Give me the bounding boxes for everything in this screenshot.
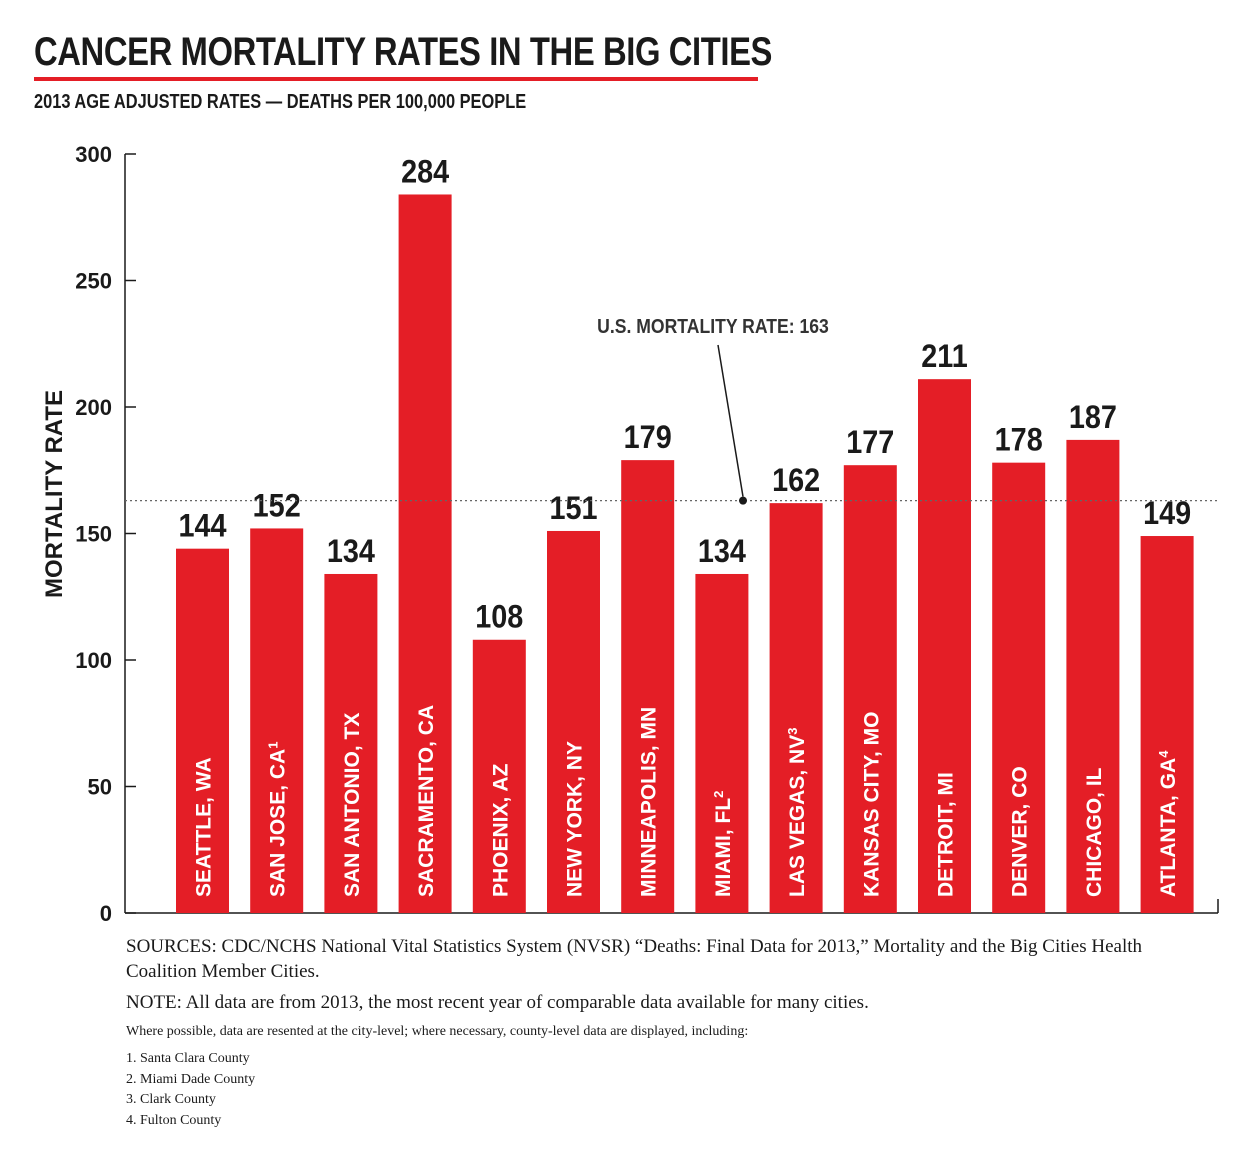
chart-notes: SOURCES: CDC/NCHS National Vital Statist… [126, 934, 1216, 1131]
bar-value-label: 144 [178, 508, 226, 544]
bar [1140, 536, 1194, 913]
bar-category-label: KANSAS CITY, MO [860, 711, 883, 897]
title-underline [34, 77, 758, 81]
y-tick-label: 50 [88, 775, 112, 800]
bar [621, 460, 675, 913]
bar-group: 134 MIAMI, FL2 [695, 534, 749, 913]
bar-group: 152 SAN JOSE, CA1 [250, 488, 304, 913]
bar-value-label: 149 [1143, 496, 1191, 532]
footnote-marker: 2 [710, 791, 725, 798]
y-tick-label: 300 [75, 142, 112, 167]
y-tick-label: 150 [75, 522, 112, 547]
bar [1066, 439, 1120, 913]
bar-group: 144 SEATTLE, WA [176, 508, 229, 913]
footnote-marker: 1 [265, 742, 280, 749]
bar [547, 530, 600, 913]
bar-category-label: SAN ANTONIO, TX [341, 713, 364, 897]
y-tick-label: 200 [75, 395, 112, 420]
footnote-item: 1. Santa Clara County [126, 1051, 250, 1066]
bar-group: 134 SAN ANTONIO, TX [324, 534, 378, 913]
bar-category-label: SACRAMENTO, CA [415, 705, 438, 897]
bar-value-label: 162 [772, 463, 820, 499]
bar-group: 177 KANSAS CITY, MO [843, 425, 897, 913]
bar-category-label: NEW YORK, NY [564, 741, 587, 897]
chart-title: CANCER MORTALITY RATES IN THE BIG CITIES [34, 30, 773, 74]
footnote-marker: 4 [1156, 750, 1171, 758]
bar [769, 503, 823, 913]
y-axis-label: MORTALITY RATE [41, 390, 68, 598]
y-tick-label: 100 [75, 648, 112, 673]
bar-value-label: 152 [253, 488, 301, 524]
bar-group: 162 LAS VEGAS, NV3 [769, 463, 823, 913]
bar [250, 528, 304, 913]
bar-value-label: 177 [846, 425, 894, 461]
bar-category-label: LAS VEGAS, NV3 [785, 728, 810, 897]
reference-callout-leader [717, 344, 744, 497]
bar-value-label: 179 [624, 420, 672, 456]
chart-subtitle: 2013 AGE ADJUSTED RATES — DEATHS PER 100… [34, 91, 527, 113]
bar-value-label: 284 [401, 154, 449, 190]
bar-group: 187 CHICAGO, IL [1066, 400, 1120, 913]
bar-group: 179 MINNEAPOLIS, MN [621, 420, 675, 913]
bar-category-label: ATLANTA, GA4 [1156, 750, 1181, 897]
y-axis-ticks: 0 50 100 150 200 250 300 [75, 142, 136, 926]
bar-value-label: 134 [698, 534, 746, 570]
bar-category-label: SAN JOSE, CA1 [265, 742, 290, 897]
county-level-note: Where possible, data are resented at the… [126, 1024, 749, 1039]
reference-line-label: U.S. MORTALITY RATE: 163 [597, 315, 829, 337]
bar [918, 379, 971, 913]
bar-value-label: 134 [327, 534, 375, 570]
sources-text: SOURCES: CDC/NCHS National Vital Statist… [126, 936, 1142, 982]
bar-category-label: DENVER, CO [1009, 766, 1032, 897]
bar-value-label: 211 [921, 339, 968, 375]
bar-category-label: MIAMI, FL2 [710, 791, 735, 897]
bar [992, 462, 1046, 913]
footnote-item: 2. Miami Dade County [126, 1071, 256, 1087]
bar [695, 573, 749, 913]
y-tick-label: 0 [100, 901, 112, 926]
bar-category-label: PHOENIX, AZ [489, 763, 512, 897]
bar [843, 465, 897, 913]
bar-value-label: 108 [475, 599, 523, 635]
y-tick-label: 250 [75, 269, 112, 294]
footnote-marker: 3 [785, 728, 800, 735]
bar-group: 284 SACRAMENTO, CA [398, 154, 452, 914]
bar [472, 639, 526, 913]
bar-group: 149 ATLANTA, GA4 [1140, 496, 1194, 913]
bar [398, 194, 452, 914]
bar [176, 548, 229, 913]
reference-line-group: U.S. MORTALITY RATE: 163 [125, 315, 1218, 505]
reference-callout-dot [739, 496, 747, 505]
bar-group: 211 DETROIT, MI [918, 339, 971, 913]
bar-value-label: 151 [549, 491, 597, 527]
bar-value-label: 187 [1069, 400, 1117, 436]
bar-category-label: DETROIT, MI [935, 772, 958, 897]
bar-value-label: 178 [995, 422, 1043, 458]
bar-group: 178 DENVER, CO [992, 422, 1046, 913]
bar-category-label: MINNEAPOLIS, MN [638, 707, 661, 897]
bar-group: 108 PHOENIX, AZ [472, 599, 526, 913]
note-text: NOTE: All data are from 2013, the most r… [126, 992, 869, 1013]
bar-category-label: SEATTLE, WA [193, 757, 216, 897]
bar-chart: MORTALITY RATE 0 50 100 150 200 250 300 144 SEA… [41, 142, 1219, 926]
bar [324, 573, 378, 913]
bar-group: 151 NEW YORK, NY [547, 491, 600, 913]
footnote-list: 1. Santa Clara County 2. Miami Dade Coun… [126, 1049, 1216, 1131]
footnote-item: 3. Clark County [126, 1092, 216, 1107]
footnote-item: 4. Fulton County [126, 1112, 222, 1128]
bar-category-label: CHICAGO, IL [1083, 767, 1106, 897]
